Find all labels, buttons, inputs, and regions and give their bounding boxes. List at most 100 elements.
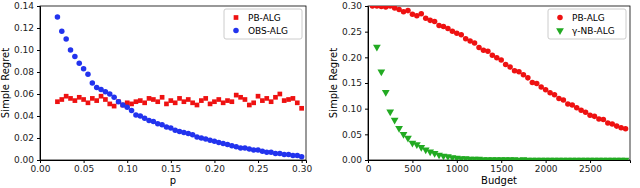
y-tick-mark <box>365 134 368 135</box>
x-tick-label: 0.20 <box>205 164 225 174</box>
y-tick-label: 0.05 <box>342 130 362 140</box>
x-tick-label: 0 <box>366 164 372 174</box>
point <box>534 81 540 87</box>
legend-marker <box>557 15 563 21</box>
point <box>116 99 122 105</box>
y-tick-label: 0.20 <box>342 53 362 63</box>
y-axis: 0.000.020.040.060.080.100.120.14 <box>14 1 41 165</box>
point <box>72 54 78 60</box>
point <box>405 8 411 14</box>
point <box>190 100 195 105</box>
x-tick-mark <box>171 160 172 163</box>
point <box>129 102 134 107</box>
x-tick-mark <box>127 160 128 163</box>
point <box>160 95 165 100</box>
point <box>90 96 95 101</box>
point <box>282 98 287 103</box>
point <box>116 99 121 104</box>
x-tick: 1500 <box>490 160 513 174</box>
y-tick: 0.00 <box>14 155 40 165</box>
x-axis-title: Budget <box>481 175 517 186</box>
x-tick: 500 <box>404 160 421 174</box>
legend: PB-ALGγ-NB-ALG <box>548 9 626 39</box>
y-tick: 0.20 <box>342 53 368 63</box>
x-tick: 0.05 <box>74 160 94 174</box>
point <box>164 102 169 107</box>
x-axis-line <box>369 161 631 164</box>
y-tick-label: 0.06 <box>14 89 34 99</box>
point <box>168 98 173 103</box>
y-tick-label: 0.15 <box>342 78 362 88</box>
x-tick-label: 0.10 <box>118 164 138 174</box>
x-tick-mark <box>501 160 502 163</box>
plot-area <box>370 6 630 160</box>
point <box>485 48 491 54</box>
point <box>81 66 87 72</box>
point <box>525 75 531 81</box>
legend-box <box>548 9 626 39</box>
point <box>177 96 182 101</box>
point <box>81 97 86 102</box>
point <box>623 126 629 132</box>
plot-frame <box>40 6 306 160</box>
point <box>247 103 252 108</box>
point <box>601 117 607 123</box>
x-tick: 2500 <box>579 160 602 174</box>
legend-marker <box>234 15 239 20</box>
y-tick-label: 0.02 <box>14 133 34 143</box>
x-tick-mark <box>546 160 547 163</box>
figure: 0.000.050.100.150.200.250.300.000.020.04… <box>0 0 640 188</box>
x-tick-mark <box>84 160 85 163</box>
y-tick: 0.15 <box>342 78 368 88</box>
point <box>256 94 261 99</box>
point <box>64 94 69 99</box>
legend-marker <box>556 28 564 35</box>
y-tick-label: 0.25 <box>342 27 362 37</box>
y-tick-label: 0.10 <box>14 45 34 55</box>
x-tick: 0.15 <box>161 160 181 174</box>
point <box>85 71 91 77</box>
x-tick-mark <box>457 160 458 163</box>
x-tick-mark <box>302 160 303 163</box>
point <box>238 95 243 100</box>
point <box>107 102 112 107</box>
x-tick-label: 0.15 <box>161 164 181 174</box>
point <box>230 99 235 104</box>
point <box>216 97 221 102</box>
point <box>68 96 73 101</box>
point <box>111 95 117 101</box>
y-tick: 0.04 <box>14 111 40 121</box>
point <box>121 103 126 108</box>
point <box>124 104 130 110</box>
y-tick-mark <box>37 28 40 29</box>
point <box>472 40 478 46</box>
point <box>107 91 113 97</box>
point <box>142 100 147 105</box>
point <box>260 98 265 103</box>
series <box>373 45 629 160</box>
y-tick: 0.10 <box>14 45 40 55</box>
y-tick-label: 0.00 <box>14 155 34 165</box>
point <box>382 90 390 97</box>
y-tick: 0.30 <box>342 1 368 11</box>
y-tick-mark <box>37 50 40 51</box>
y-tick-mark <box>37 72 40 73</box>
legend-box <box>224 9 302 39</box>
point <box>134 99 139 104</box>
y-tick-mark <box>37 160 40 161</box>
x-axis-title: p <box>170 175 176 186</box>
y-tick-mark <box>37 116 40 117</box>
point <box>63 36 69 42</box>
point <box>212 99 217 104</box>
point <box>103 97 108 102</box>
y-tick-label: 0.30 <box>342 1 362 11</box>
point <box>299 106 304 111</box>
legend-label: OBS-ALG <box>248 26 288 36</box>
point <box>195 103 200 108</box>
point <box>94 98 99 103</box>
series <box>370 6 629 131</box>
point <box>55 14 61 20</box>
x-axis: 0.000.050.100.150.200.250.30 <box>30 160 312 174</box>
point <box>243 97 248 102</box>
x-tick-mark <box>590 160 591 163</box>
